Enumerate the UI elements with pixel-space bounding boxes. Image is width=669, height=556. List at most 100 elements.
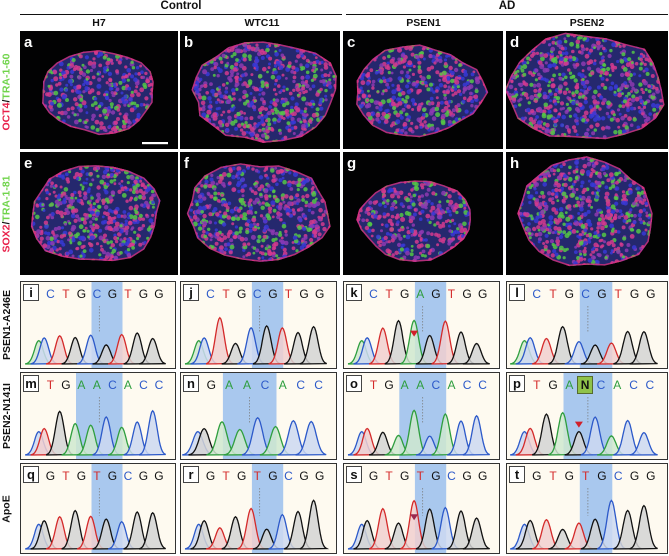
- mutation-marker-icon: [410, 330, 419, 337]
- base-call: G: [268, 287, 278, 301]
- base-call: A: [447, 378, 456, 392]
- scale-bar: [142, 142, 168, 145]
- panel-label: b: [184, 34, 194, 51]
- base-call: G: [384, 378, 394, 392]
- base-call: T: [614, 287, 622, 301]
- base-call: T: [369, 378, 378, 392]
- base-call: G: [205, 469, 216, 483]
- base-call: G: [206, 378, 216, 392]
- panel-label: m: [23, 375, 39, 392]
- base-call: G: [431, 469, 441, 483]
- base-call: C: [139, 378, 148, 392]
- base-call: C: [92, 287, 102, 301]
- micrograph-panel: e: [20, 152, 178, 275]
- panel-label: i: [23, 284, 39, 301]
- base-call: C: [284, 469, 293, 483]
- row-label-oct4: OCT4: [1, 102, 13, 131]
- row-label-sep-2: /: [1, 221, 13, 225]
- base-call: A: [416, 378, 425, 392]
- base-call: G: [597, 287, 607, 301]
- base-call: G: [431, 287, 441, 301]
- panel-label: r: [183, 466, 199, 483]
- column-label-psen2: PSEN2: [569, 17, 605, 29]
- base-call: A: [92, 378, 101, 392]
- base-call: A: [77, 378, 86, 392]
- base-call: A: [400, 378, 409, 392]
- base-call: G: [237, 287, 247, 301]
- panel-label: s: [346, 466, 362, 483]
- base-call: G: [564, 287, 574, 301]
- base-call: G: [107, 287, 118, 301]
- base-call: G: [299, 469, 309, 483]
- base-call: G: [400, 287, 410, 301]
- base-call: T: [581, 469, 590, 483]
- base-call: T: [124, 287, 132, 301]
- column-label-wtc11: WTC11: [244, 17, 280, 29]
- base-call: T: [284, 287, 293, 301]
- base-call: G: [629, 287, 640, 301]
- base-call: G: [477, 287, 488, 301]
- base-call: G: [154, 469, 164, 483]
- base-call: G: [61, 378, 71, 392]
- base-call: C: [46, 287, 55, 301]
- group-label-ad: AD: [498, 0, 516, 12]
- mutation-marker-icon: [410, 514, 419, 521]
- panel-label: q: [23, 466, 39, 483]
- row-label-sox2: SOX2: [1, 224, 13, 253]
- row-label-tra160: TRA-1-60: [1, 53, 13, 100]
- base-call: C: [108, 378, 117, 392]
- base-call: C: [296, 378, 306, 392]
- base-call: C: [532, 287, 542, 301]
- row-label-oct4-tra160: OCT4/TRA-1-60: [0, 35, 14, 149]
- column-label-psen1: PSEN1: [406, 17, 441, 29]
- base-call: A: [243, 378, 252, 392]
- base-call: C: [206, 287, 215, 301]
- base-call: G: [646, 287, 656, 301]
- base-call: T: [222, 469, 230, 483]
- panel-label: t: [509, 466, 525, 483]
- panel-label: p: [509, 375, 525, 392]
- base-call: A: [278, 378, 287, 392]
- base-call: C: [596, 378, 606, 392]
- row-label-sep-1: /: [1, 99, 13, 103]
- mutation-marker-icon: [574, 421, 583, 428]
- micrograph-panel: f: [180, 152, 340, 275]
- base-call: C: [252, 287, 262, 301]
- panel-label: n: [183, 375, 199, 392]
- base-call: G: [400, 469, 410, 483]
- base-call: G: [76, 469, 87, 483]
- base-call: G: [646, 469, 656, 483]
- base-call: G: [268, 469, 278, 483]
- base-call: T: [549, 287, 557, 301]
- base-call: C: [447, 469, 456, 483]
- base-call: T: [253, 469, 261, 483]
- base-call: G: [299, 287, 309, 301]
- base-call: G: [548, 378, 558, 392]
- base-call: T: [447, 287, 456, 301]
- panel-label: e: [24, 155, 33, 172]
- panel-label: g: [347, 155, 357, 172]
- base-call: G: [462, 469, 472, 483]
- base-call: T: [533, 378, 541, 392]
- base-call: T: [416, 469, 424, 483]
- panel-label: o: [346, 375, 362, 392]
- base-call: G: [45, 469, 56, 483]
- base-call: C: [431, 378, 441, 392]
- row-label-tra181: TRA-1-81: [1, 175, 13, 222]
- base-call: C: [462, 378, 472, 392]
- micrograph-panel: c: [343, 31, 503, 149]
- base-call: G: [237, 469, 247, 483]
- micrograph-panel: h: [506, 152, 668, 275]
- group-line-control: [20, 14, 342, 15]
- panel-label: j: [183, 284, 199, 301]
- base-call: A: [565, 378, 574, 392]
